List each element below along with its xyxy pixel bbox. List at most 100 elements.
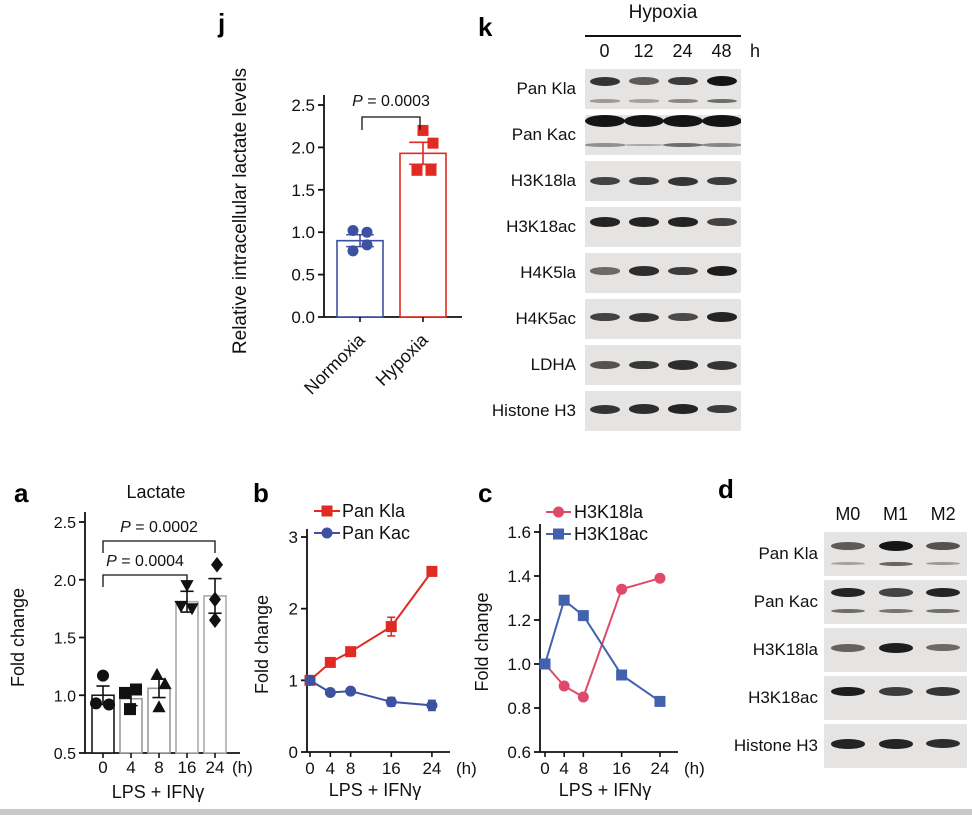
blot-band [878,588,913,597]
svg-text:2: 2 [289,600,298,619]
blot-band [706,266,737,276]
svg-text:1.5: 1.5 [291,181,315,200]
svg-text:0: 0 [305,759,314,778]
blot-band [589,76,620,86]
lane-unit-label: h [750,41,761,61]
blot-band [667,312,698,322]
blot-band [628,77,659,85]
lane-label: M2 [930,504,956,524]
blot-band [628,266,659,276]
blot-band [878,642,913,653]
svg-text:1.6: 1.6 [507,523,531,542]
svg-text:0.0: 0.0 [291,308,315,327]
lactate-foldchange-bar-chart: 0.5 1.0 1.5 2.0 2.5 Fold change Lactate 0 4 8 16 24… [8,482,253,802]
blot-row-label: H4K5la [520,263,576,282]
svg-text:(h): (h) [232,758,253,777]
blot-band [706,99,737,103]
blot-band [706,76,737,86]
svg-text:(h): (h) [456,759,477,778]
svg-text:8: 8 [154,758,163,777]
blot-strip [824,580,967,624]
blot-band [830,739,865,749]
svg-text:8: 8 [579,759,588,778]
lane-label: 24 [672,41,693,61]
blot-row-label: Pan Kla [758,544,818,563]
blot-row-label: H4K5ac [515,309,576,328]
blot-band [830,644,865,652]
svg-text:16: 16 [178,758,197,777]
blot-band [926,686,961,696]
svg-text:1.4: 1.4 [507,567,531,586]
blot-row-label: Pan Kac [753,592,818,611]
blot-band [878,608,913,613]
blot-band [662,143,703,147]
blot-band [628,217,659,227]
svg-text:0.8: 0.8 [507,699,531,718]
panel-label-d: d [718,474,734,504]
svg-text:Lactate: Lactate [126,482,185,502]
blot-band [628,360,659,370]
blot-band [589,404,620,414]
blot-row-label: Histone H3 [733,736,818,755]
blot-band [628,404,659,414]
svg-text:Pan Kac: Pan Kac [342,523,410,543]
svg-text:16: 16 [612,759,631,778]
svg-text:24: 24 [650,759,669,778]
blot-strip [585,69,741,109]
blot-strip [824,676,967,720]
svg-text:2.5: 2.5 [54,515,76,532]
blot-band [878,687,913,696]
blot-band [878,739,913,749]
blot-band [878,561,913,566]
blot-band [589,312,620,322]
svg-text:1.5: 1.5 [54,631,76,648]
blot-band [830,562,865,566]
blot-strip [824,724,967,768]
svg-text:2.0: 2.0 [54,573,76,590]
blot-band [589,217,620,227]
svg-text:2.0: 2.0 [291,138,315,157]
blot-band [589,99,620,103]
blot-band [830,542,865,550]
blot-band [878,541,913,552]
blot-strip [824,532,967,576]
blot-band [623,115,664,127]
svg-text:0.5: 0.5 [54,746,76,763]
svg-text:0: 0 [98,758,107,777]
blot-strip [585,115,741,155]
lane-label: M1 [882,504,908,524]
svg-text:0: 0 [289,743,298,762]
svg-text:LPS + IFNγ: LPS + IFNγ [112,782,205,802]
svg-text:Fold change: Fold change [252,595,272,694]
blot-band [926,542,961,551]
svg-text:Hypoxia: Hypoxia [372,329,433,390]
svg-text:1.0: 1.0 [54,688,76,705]
panel-label-j: j [218,8,226,38]
panel-label-k: k [478,12,493,42]
blot-band [926,587,961,598]
blot-band [628,99,659,103]
blot-strip [585,253,741,293]
svg-text:Normoxia: Normoxia [300,329,369,398]
blot-strip [585,391,741,431]
svg-text:H3K18la: H3K18la [574,502,644,522]
svg-text:4: 4 [126,758,135,777]
svg-text:24: 24 [206,758,225,777]
blot-band [667,266,698,276]
svg-text:0.6: 0.6 [507,743,531,762]
blot-band [706,360,737,370]
svg-text:LPS + IFNγ: LPS + IFNγ [329,780,422,800]
blot-band [926,644,961,652]
blot-band [667,176,698,186]
svg-text:H3K18ac: H3K18ac [574,524,648,544]
svg-text:3: 3 [289,528,298,547]
blot-row-label: H3K18ac [506,217,576,236]
blot-band [830,587,865,598]
svg-text:4: 4 [559,759,568,778]
blot-band [589,176,620,186]
svg-text:24: 24 [422,759,441,778]
panel-label-a: a [14,478,29,508]
svg-text:2.5: 2.5 [291,96,315,115]
svg-text:0.5: 0.5 [291,266,315,285]
svg-text:Fold change: Fold change [8,588,28,687]
